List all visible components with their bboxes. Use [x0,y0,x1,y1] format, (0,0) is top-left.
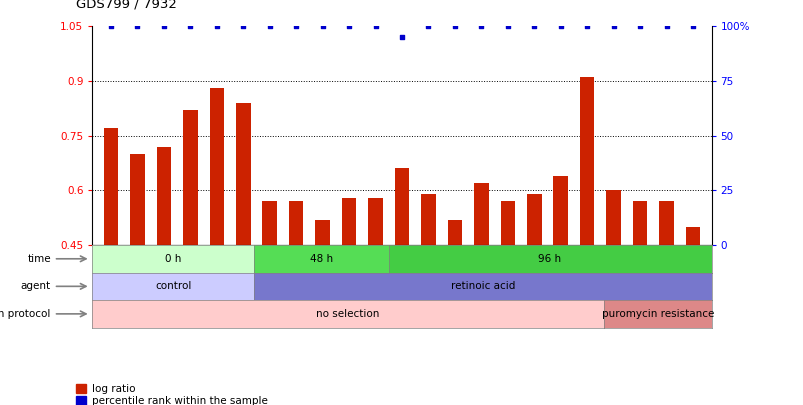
Bar [421,194,435,245]
Text: 48 h: 48 h [309,254,332,264]
Text: no selection: no selection [316,309,379,319]
Point [501,23,514,30]
Point [131,23,144,30]
Point [448,23,461,30]
Point [528,23,540,30]
Text: retinoic acid: retinoic acid [450,281,514,291]
Point [606,23,619,30]
Bar [500,201,515,245]
Text: growth protocol: growth protocol [0,309,51,319]
Bar [632,201,646,245]
Point [289,23,302,30]
Point [422,23,434,30]
Text: log ratio: log ratio [92,384,136,394]
Point [580,23,593,30]
Bar [315,220,329,245]
Text: percentile rank within the sample: percentile rank within the sample [92,396,268,405]
Point [184,23,197,30]
Point [237,23,250,30]
Bar [685,227,699,245]
Text: 0 h: 0 h [165,254,181,264]
Bar [658,201,673,245]
Bar [394,168,409,245]
Bar [157,147,171,245]
Bar [130,154,145,245]
Bar [183,110,198,245]
Bar [76,396,87,405]
Point [263,23,275,30]
Bar [552,176,567,245]
Point [316,23,328,30]
Bar [341,198,356,245]
Bar [76,384,87,394]
Text: control: control [155,281,191,291]
Text: agent: agent [21,281,51,291]
Bar [236,103,251,245]
Point [686,23,699,30]
Text: time: time [27,254,51,264]
Text: 96 h: 96 h [538,254,561,264]
Point [659,23,672,30]
Bar [447,220,462,245]
Point [342,23,355,30]
Point [475,23,487,30]
Point [395,34,408,40]
Bar [526,194,541,245]
Point [157,23,170,30]
Point [369,23,381,30]
Bar [605,190,620,245]
Point [553,23,566,30]
Bar [288,201,303,245]
Text: GDS799 / 7932: GDS799 / 7932 [76,0,177,10]
Bar [104,128,118,245]
Bar [474,183,488,245]
Bar [579,77,593,245]
Point [210,23,223,30]
Bar [368,198,382,245]
Point [104,23,117,30]
Text: puromycin resistance: puromycin resistance [601,309,713,319]
Point [633,23,646,30]
Bar [210,88,224,245]
Bar [262,201,277,245]
